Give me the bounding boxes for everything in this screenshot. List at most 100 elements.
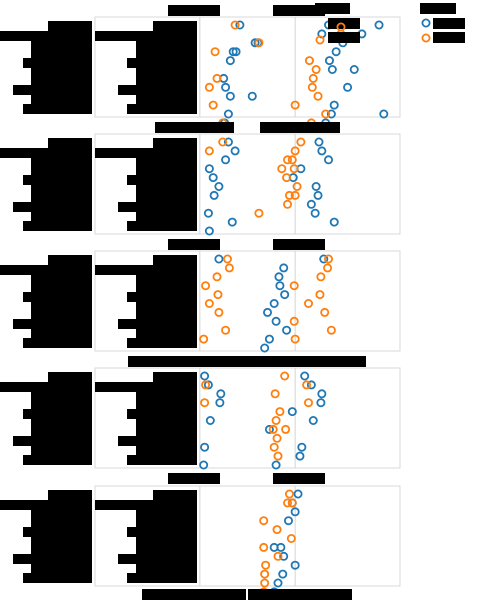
panel-3-redacted-row-label-3 bbox=[31, 274, 92, 284]
panel-3-series_a-point-4 bbox=[274, 272, 284, 282]
panel-1-series_b-point-1 bbox=[230, 20, 240, 30]
panel-4-series_a-point-12 bbox=[264, 424, 274, 434]
panel-3-series_b-point-15 bbox=[289, 316, 299, 326]
panel-2-series_a-point-6 bbox=[324, 155, 334, 165]
panel-2-series_a-point-12 bbox=[214, 181, 224, 191]
panel-1-series_b-point-11 bbox=[313, 91, 323, 101]
redacted-legend-text-3 bbox=[328, 18, 360, 29]
panel-3-redacted-row-label-2 bbox=[0, 265, 92, 275]
panel-4-series_b-point-8 bbox=[271, 415, 281, 425]
panel-2-series_a-point-2 bbox=[314, 137, 324, 147]
panel-1-series_a-point-7 bbox=[250, 38, 260, 48]
panel-4-redacted-row-label-7 bbox=[31, 427, 92, 437]
panel-2-redacted-row-label-5 bbox=[23, 175, 92, 185]
panel-3-series_b-point-7 bbox=[201, 281, 211, 291]
panel-2-series_b-point-6 bbox=[287, 155, 297, 165]
panel-2-redacted-inner-label-3 bbox=[136, 157, 197, 167]
panel-1-redacted-row-label-3 bbox=[31, 40, 92, 50]
panel-1-series_a-point-10 bbox=[231, 47, 241, 57]
panel-4-redacted-inner-label-3 bbox=[136, 391, 197, 401]
panel-2-series_b-point-2 bbox=[296, 137, 306, 147]
panel-2-series_b-point-12 bbox=[290, 190, 300, 200]
panel-1-series_b-point-10 bbox=[204, 82, 214, 92]
panel-1-redacted-inner-label-2 bbox=[95, 31, 197, 41]
panel-4-series_a-point-17 bbox=[271, 460, 281, 470]
panel-2-series_a-point-13 bbox=[313, 190, 323, 200]
panel-1-series_b-point-13 bbox=[290, 100, 300, 110]
panel-3-redacted-inner-label-1 bbox=[153, 255, 197, 265]
panel-3-series_b-point-2 bbox=[324, 254, 334, 264]
panel-2-redacted-title-2 bbox=[260, 122, 340, 133]
panel-5-series_b-point-3 bbox=[283, 498, 293, 508]
panel-1-series_a-point-14 bbox=[327, 65, 337, 75]
legend-marker-series_a-2 bbox=[421, 18, 431, 28]
panel-1-redacted-inner-label-6 bbox=[136, 67, 197, 77]
panel-4-series_b-point-3 bbox=[302, 380, 312, 390]
panel-5-redacted-title-2 bbox=[273, 473, 325, 484]
panel-3-redacted-title-2 bbox=[273, 239, 325, 250]
panel-2-series_a-point-11 bbox=[311, 181, 321, 191]
panel-2-redacted-inner-label-5 bbox=[127, 175, 197, 185]
panel-4-series_a-point-8 bbox=[316, 398, 326, 408]
panel-2-redacted-inner-label-4 bbox=[136, 166, 197, 176]
panel-3-series_b-point-6 bbox=[316, 272, 326, 282]
panel-4-redacted-row-label-9 bbox=[31, 445, 92, 455]
panel-3-series_a-point-11 bbox=[264, 334, 274, 344]
panel-2-series_a-point-14 bbox=[209, 190, 219, 200]
panel-1-series_b-point-3 bbox=[254, 38, 264, 48]
panel-1-redacted-row-label-7 bbox=[31, 76, 92, 86]
panel-3-series_a-point-6 bbox=[280, 290, 290, 300]
panel-3-series_b-point-5 bbox=[212, 272, 222, 282]
panel-1-redacted-inner-label-7 bbox=[136, 76, 197, 86]
panel-5-series_b-point-11 bbox=[260, 578, 270, 588]
panel-5-redacted-inner-label-5 bbox=[127, 527, 197, 537]
redacted-legend-text-5 bbox=[328, 32, 360, 43]
panel-3-series_a-point-10 bbox=[282, 325, 292, 335]
panel-3-redacted-inner-label-2 bbox=[95, 265, 197, 275]
panel-4-redacted-inner-label-5 bbox=[127, 409, 197, 419]
panel-5-redacted-row-label-10 bbox=[23, 573, 92, 583]
panel-4-series_a-point-16 bbox=[199, 460, 209, 470]
panel-4-series_b-point-12 bbox=[269, 442, 279, 452]
panel-2-redacted-row-label-4 bbox=[31, 166, 92, 176]
panel-1-series_a-point-18 bbox=[343, 82, 353, 92]
panel-5-redacted-row-label-8 bbox=[13, 554, 92, 564]
panel-5-redacted-row-label-3 bbox=[31, 509, 92, 519]
panel-5-series_b-point-10 bbox=[260, 569, 270, 579]
panel-4-redacted-row-label-10 bbox=[23, 455, 92, 465]
panel-4-series_a-point-7 bbox=[215, 398, 225, 408]
panel-5-redacted-row-label-6 bbox=[31, 536, 92, 546]
panel-3-redacted-row-label-5 bbox=[23, 292, 92, 302]
panel-4-redacted-row-label-6 bbox=[31, 418, 92, 428]
panel-5-series_a-point-4 bbox=[283, 516, 293, 526]
panel-5-redacted-row-label-9 bbox=[31, 563, 92, 573]
panel-3-series_a-point-1 bbox=[214, 254, 224, 264]
panel-1-series_a-point-20 bbox=[225, 91, 235, 101]
panel-5-series_b-point-2 bbox=[287, 498, 297, 508]
panel-2-series_a-point-5 bbox=[221, 155, 231, 165]
panel-5-redacted-inner-label-6 bbox=[136, 536, 197, 546]
panel-1-redacted-title-1 bbox=[168, 5, 220, 16]
panel-3-series_a-point-7 bbox=[269, 298, 279, 308]
panel-4-series_b-point-6 bbox=[303, 398, 313, 408]
panel-2-redacted-inner-label-1 bbox=[153, 138, 197, 148]
panel-4-series_a-point-6 bbox=[317, 389, 327, 399]
panel-2-redacted-title-1 bbox=[155, 122, 234, 133]
panel-1-redacted-row-label-4 bbox=[31, 49, 92, 59]
panel-4-series_b-point-4 bbox=[270, 389, 280, 399]
panel-5-redacted-inner-label-8 bbox=[118, 554, 197, 564]
panel-4-redacted-inner-label-10 bbox=[127, 455, 197, 465]
panel-1-redacted-inner-label-5 bbox=[127, 58, 197, 68]
panel-3-series_a-point-9 bbox=[271, 316, 281, 326]
panel-4-redacted-row-label-3 bbox=[31, 391, 92, 401]
panel-3-redacted-row-label-8 bbox=[13, 319, 92, 329]
panel-3-series_b-point-16 bbox=[221, 325, 231, 335]
panel-5-redacted-inner-label-4 bbox=[136, 518, 197, 528]
panel-4-series_b-point-13 bbox=[273, 451, 283, 461]
panel-3-series_b-point-10 bbox=[315, 290, 325, 300]
panel-2-series_b-point-11 bbox=[284, 190, 294, 200]
panel-3-redacted-row-label-4 bbox=[31, 283, 92, 293]
panel-5-redacted-inner-label-7 bbox=[136, 545, 197, 555]
panel-5-redacted-row-label-4 bbox=[31, 518, 92, 528]
